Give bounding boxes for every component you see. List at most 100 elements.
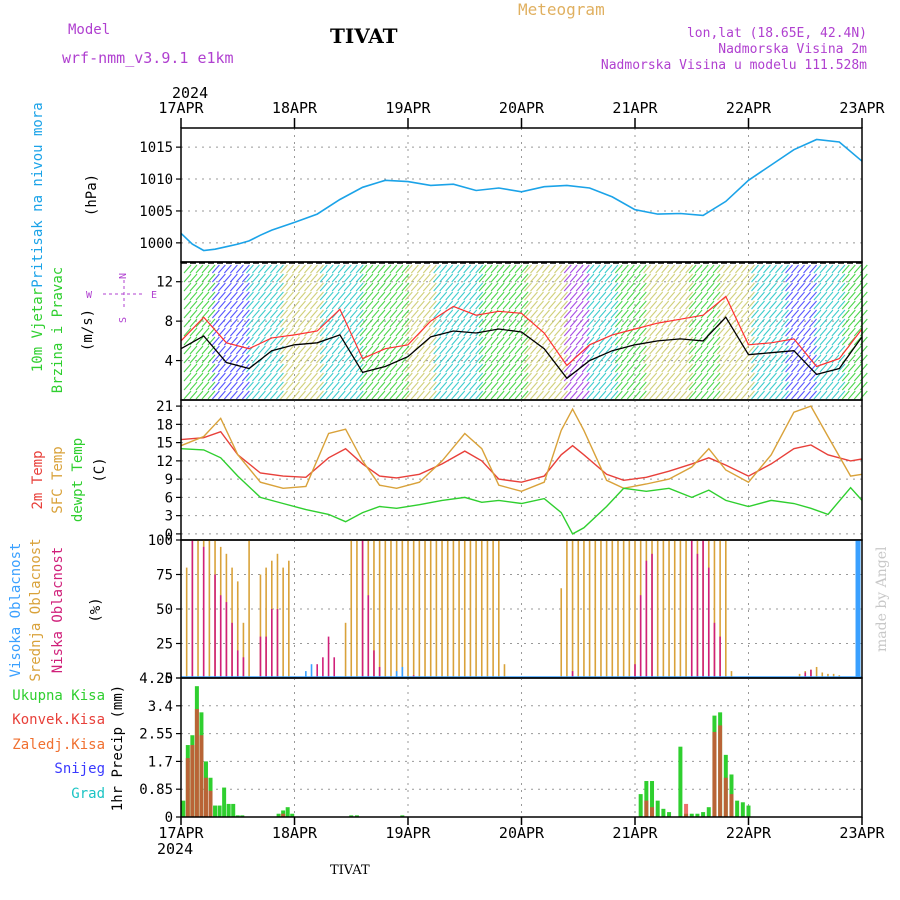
wind-barb (604, 291, 613, 301)
wind-barb (729, 336, 737, 346)
wind-barb (223, 327, 232, 337)
wind-barb (211, 372, 220, 382)
wind-barb (554, 363, 562, 373)
wind-barb (757, 264, 765, 274)
rain-total-bar (746, 805, 751, 817)
wind-barb (542, 282, 550, 292)
wind-barb (189, 354, 198, 364)
wind-barb (819, 327, 828, 337)
wind-barb (316, 282, 324, 292)
wind-barb (223, 309, 232, 319)
wind-barb (831, 291, 840, 301)
wind-barb (581, 300, 590, 310)
wind-barb (530, 381, 538, 391)
wind-barb (469, 264, 478, 274)
wind-barb (252, 345, 260, 355)
wind-barb (781, 381, 789, 391)
wind-barb (365, 372, 374, 382)
wind-barb (389, 318, 398, 328)
wind-barb (592, 318, 601, 328)
wind-barb (554, 291, 562, 301)
wind-barb (241, 345, 250, 355)
wind-barb (359, 300, 368, 310)
wind-barb (319, 264, 328, 274)
wind-barb (241, 300, 250, 310)
wind-barb (451, 363, 460, 373)
panel-frame (180, 677, 863, 818)
wind-barb (365, 318, 374, 328)
bottom-date-label: 18APR (272, 824, 318, 842)
wind-barb (514, 291, 523, 301)
wind-barb (610, 300, 619, 310)
wind-barb (751, 318, 759, 328)
wind-barb (349, 381, 358, 391)
wind-barb (389, 300, 398, 310)
wind-barb (383, 381, 392, 391)
wind-barb (457, 309, 466, 319)
pressure-title: Pritisak na nivou mora (30, 102, 46, 287)
wind-barb (246, 318, 254, 328)
wind-barb (785, 309, 793, 319)
wind-barb (319, 363, 328, 373)
wind-barb (404, 309, 413, 319)
wind-barb (797, 264, 805, 274)
wind-barb (264, 282, 272, 292)
rain-conv-bar (199, 735, 204, 817)
wind-barb (207, 318, 216, 328)
wind-barb (389, 363, 398, 373)
wind-barb (813, 300, 822, 310)
wind-barb (837, 327, 846, 337)
top-date-label: 22APR (726, 99, 772, 117)
wind-barb (548, 291, 556, 301)
wind-barb (649, 345, 658, 355)
wind-barb (343, 390, 352, 400)
wind-barb (598, 327, 607, 337)
wind-barb (445, 309, 454, 319)
wind-barb (592, 363, 601, 373)
wind-barb (422, 354, 431, 364)
rain-conv-bar (684, 803, 689, 817)
wind-barb (655, 372, 664, 382)
wind-barb (286, 273, 294, 283)
wind-barb (235, 327, 244, 337)
wind-barb (463, 273, 472, 283)
wind-barb (410, 309, 419, 319)
wind-barb (207, 273, 216, 283)
wind-barb (735, 363, 743, 373)
wind-barb (598, 309, 607, 319)
wind-barb (667, 300, 676, 310)
precip-legend-1: Konvek.Kisa (12, 712, 105, 728)
wind-barb (445, 336, 454, 346)
wind-barb (781, 372, 789, 382)
wind-barb (717, 345, 725, 355)
wind-barb (355, 309, 364, 319)
wind-barb (416, 345, 425, 355)
wind-barb (475, 318, 484, 328)
wind-barb (389, 282, 398, 292)
wind-barb (349, 282, 358, 292)
wind-barb (490, 318, 499, 328)
wind-barb (343, 300, 352, 310)
wind-barb (575, 300, 584, 310)
wind-barb (706, 372, 715, 382)
wind-barb (371, 318, 380, 328)
wind-barb (673, 327, 682, 337)
rain-total-bar (354, 815, 359, 817)
wind-barb (207, 381, 216, 391)
wind-barb (694, 372, 703, 382)
wind-barb (463, 282, 472, 292)
wind-barb (201, 327, 210, 337)
wind-barb (223, 291, 232, 301)
wind-barb (729, 327, 737, 337)
wind-barb (694, 381, 703, 391)
wind-barb (632, 363, 641, 373)
wind-barb (433, 318, 442, 328)
wind-barb (610, 372, 619, 382)
wind-barb (536, 327, 544, 337)
wind-barb (797, 345, 805, 355)
wind-barb (457, 336, 466, 346)
wind-barb (853, 336, 862, 346)
wind-barb (337, 390, 346, 400)
lonlat-label: lon,lat (18.65E, 42.4N) (687, 26, 867, 41)
wind-barb (235, 390, 244, 400)
